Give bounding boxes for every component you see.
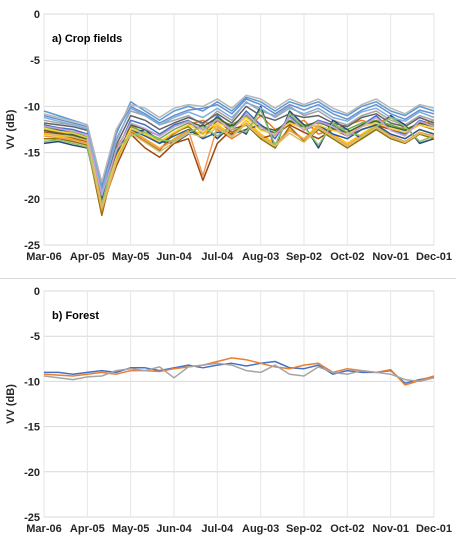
x-tick-label: Dec-01 (416, 523, 452, 535)
y-tick-label: -10 (24, 376, 40, 388)
x-tick-label: Jul-04 (201, 523, 234, 535)
x-tick-label: Sep-02 (286, 523, 322, 535)
x-tick-label: Jul-04 (201, 251, 234, 263)
y-tick-label: -5 (30, 331, 40, 343)
forest-chart: -25 -20 -15 -10 -5 0 Mar-06 Apr-05 May-05 Jun-04 J… (5, 286, 452, 535)
crop-fields-chart: -25 -20 -15 -10 -5 0 Mar-06 Apr-05 May-05 Jun-04 J… (5, 9, 452, 263)
x-tick-label: May-05 (112, 523, 149, 535)
chart-title: b) Forest (52, 310, 99, 322)
series-line (43, 94, 435, 183)
y-tick-label: -20 (24, 467, 40, 479)
y-axis-title: VV (dB) (5, 384, 17, 424)
x-tick-label: Sep-02 (286, 251, 322, 263)
y-tick-label: -20 (24, 194, 40, 206)
y-tick-label: -5 (30, 55, 40, 67)
series-line (43, 362, 435, 383)
series-line (43, 123, 435, 208)
y-tick-label: -25 (24, 240, 40, 252)
y-tick-label: 0 (34, 9, 40, 21)
x-tick-label: Oct-02 (330, 523, 364, 535)
crop-fields-chart-panel: -25 -20 -15 -10 -5 0 Mar-06 Apr-05 May-05 Jun-04 J… (0, 0, 456, 273)
x-tick-label: Apr-05 (70, 251, 105, 263)
x-tick-label: Nov-01 (372, 523, 409, 535)
x-tick-label: Nov-01 (372, 251, 409, 263)
y-tick-label: -25 (24, 512, 40, 524)
series-line (43, 98, 435, 189)
x-tick-label: Mar-06 (26, 523, 61, 535)
x-tick-label: Jun-04 (156, 251, 192, 263)
y-tick-label: -15 (24, 422, 40, 434)
plot-area (43, 290, 435, 518)
y-tick-label: -15 (24, 148, 40, 160)
x-tick-label: Jun-04 (156, 523, 192, 535)
x-tick-label: Dec-01 (416, 251, 452, 263)
series-line (43, 101, 435, 193)
x-tick-label: Aug-03 (242, 251, 279, 263)
forest-chart-panel: -25 -20 -15 -10 -5 0 Mar-06 Apr-05 May-05 Jun-04 J… (0, 278, 456, 551)
series-line (44, 360, 435, 384)
y-tick-label: 0 (34, 286, 40, 298)
y-axis-title: VV (dB) (5, 109, 17, 149)
x-tick-label: Apr-05 (70, 523, 105, 535)
x-tick-label: Mar-06 (26, 251, 61, 263)
series-line (43, 113, 435, 196)
x-tick-label: May-05 (112, 251, 149, 263)
chart-title: a) Crop fields (52, 33, 122, 45)
x-tick-label: Oct-02 (330, 251, 364, 263)
x-tick-label: Aug-03 (242, 523, 279, 535)
y-tick-label: -10 (24, 101, 40, 113)
